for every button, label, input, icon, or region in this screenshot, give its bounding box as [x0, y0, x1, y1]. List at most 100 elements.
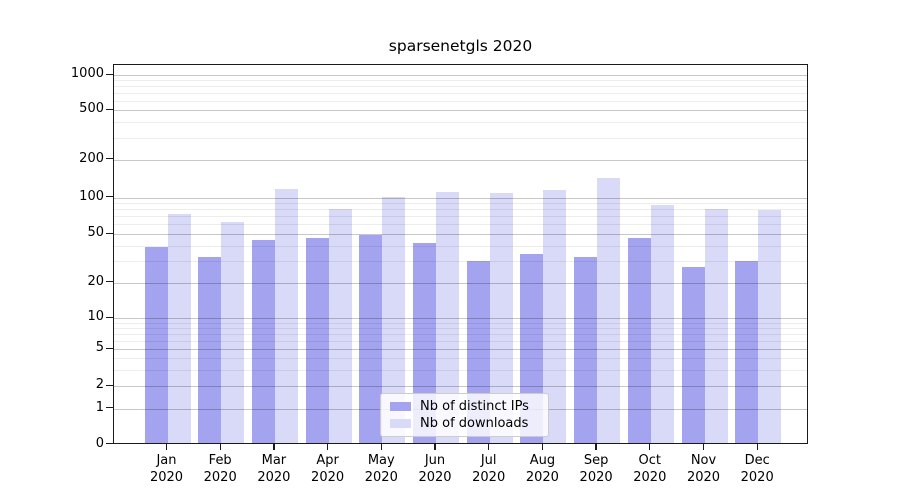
y-tick-label: 20 — [87, 273, 104, 289]
chart-title: sparsenetgls 2020 — [388, 37, 533, 55]
x-tick-label: Mar 2020 — [242, 452, 306, 486]
plot-area — [113, 64, 808, 444]
y-tick-label: 2 — [95, 377, 104, 392]
bar-distinct-ips — [681, 266, 705, 443]
x-tick-mark — [273, 444, 275, 450]
x-tick-label: Jun 2020 — [403, 452, 467, 486]
bar-downloads — [597, 177, 621, 443]
y-tick-mark — [106, 443, 113, 445]
y-tick-mark — [106, 281, 113, 283]
x-tick-mark — [488, 444, 490, 450]
bar-downloads — [328, 208, 352, 443]
major-gridline — [114, 75, 807, 77]
x-tick-month: Apr — [316, 453, 339, 468]
bar-downloads — [167, 214, 191, 443]
y-tick-mark — [106, 158, 113, 160]
x-tick-month: May — [367, 453, 395, 468]
y-tick-label: 0 — [95, 435, 104, 451]
major-gridline — [114, 159, 807, 161]
y-tick-mark — [106, 108, 113, 110]
x-tick-label: Aug 2020 — [510, 452, 574, 486]
legend-item-downloads: Nb of downloads — [390, 416, 539, 431]
x-tick-year: 2020 — [740, 470, 774, 485]
bar-downloads — [436, 192, 459, 443]
major-gridline — [114, 234, 807, 236]
bar-downloads — [650, 204, 674, 443]
x-tick-mark — [219, 444, 221, 450]
minor-gridline — [114, 93, 807, 94]
y-tick-mark — [106, 196, 113, 198]
minor-gridline — [114, 245, 807, 247]
x-tick-mark — [326, 444, 329, 450]
legend: Nb of distinct IPs Nb of downloads — [380, 393, 549, 437]
y-tick-label: 1 — [95, 399, 104, 415]
x-tick-mark — [595, 444, 597, 450]
minor-gridline — [114, 203, 807, 205]
x-tick-year: 2020 — [149, 470, 184, 485]
x-tick-label: Jul 2020 — [457, 452, 521, 486]
legend-label: Nb of downloads — [420, 416, 529, 431]
y-tick-mark — [106, 232, 113, 234]
y-tick-label: 200 — [79, 150, 104, 166]
x-tick-month: Mar — [261, 453, 287, 468]
minor-gridline — [114, 86, 807, 88]
x-tick-year: 2020 — [686, 470, 721, 485]
x-tick-year: 2020 — [579, 470, 613, 485]
x-tick-month: Nov — [690, 453, 717, 468]
x-tick-month: Jun — [424, 453, 446, 468]
x-tick-year: 2020 — [311, 470, 345, 485]
x-tick-mark — [649, 444, 651, 450]
minor-gridline — [114, 216, 807, 218]
minor-gridline — [114, 137, 807, 139]
bar-downloads — [758, 209, 782, 443]
y-tick-label: 100 — [79, 188, 104, 204]
x-tick-month: Oct — [638, 453, 662, 468]
bar-distinct-ips — [251, 239, 275, 443]
x-tick-mark — [380, 444, 382, 450]
minor-gridline — [114, 122, 807, 124]
x-tick-year: 2020 — [525, 470, 559, 485]
legend-item-distinct-ips: Nb of distinct IPs — [390, 399, 539, 414]
bar-distinct-ips — [627, 237, 651, 443]
bar-distinct-ips — [198, 257, 222, 443]
x-tick-month: Jan — [156, 453, 177, 468]
bar-downloads — [382, 197, 406, 443]
bar-distinct-ips — [305, 237, 329, 443]
x-tick-month: Aug — [529, 453, 556, 468]
x-tick-month: Jul — [480, 453, 497, 468]
bar-distinct-ips — [359, 235, 383, 443]
y-tick-mark — [106, 73, 113, 75]
y-tick-label: 5 — [95, 340, 104, 355]
bar-downloads — [704, 208, 728, 443]
x-tick-mark — [756, 444, 758, 450]
x-tick-label: Oct 2020 — [618, 452, 682, 486]
bar-distinct-ips — [574, 257, 598, 443]
minor-gridline — [114, 224, 807, 226]
x-tick-label: Nov 2020 — [672, 452, 736, 486]
downloads-series-swatch-icon — [390, 419, 411, 428]
bar-distinct-ips — [413, 242, 436, 443]
y-tick-mark — [106, 347, 113, 349]
x-tick-mark — [702, 444, 705, 450]
y-tick-label: 500 — [79, 101, 104, 116]
x-tick-mark — [165, 444, 168, 450]
y-tick-mark — [106, 384, 113, 386]
x-tick-mark — [541, 444, 544, 450]
x-tick-label: Dec 2020 — [725, 452, 789, 486]
y-tick-label: 10 — [87, 309, 104, 324]
ip-series-swatch-icon — [390, 402, 411, 411]
x-tick-year: 2020 — [472, 470, 506, 485]
x-tick-year: 2020 — [418, 470, 452, 485]
x-tick-label: Sep 2020 — [564, 452, 628, 486]
bar-distinct-ips — [144, 246, 168, 443]
x-tick-year: 2020 — [364, 470, 398, 485]
x-tick-year: 2020 — [633, 470, 667, 485]
y-tick-label: 1000 — [70, 66, 104, 81]
minor-gridline — [114, 209, 807, 211]
bar-downloads — [489, 192, 513, 443]
x-tick-label: Feb 2020 — [188, 452, 252, 486]
x-tick-year: 2020 — [203, 470, 237, 485]
x-tick-mark — [434, 444, 436, 450]
bar-downloads — [274, 189, 298, 443]
